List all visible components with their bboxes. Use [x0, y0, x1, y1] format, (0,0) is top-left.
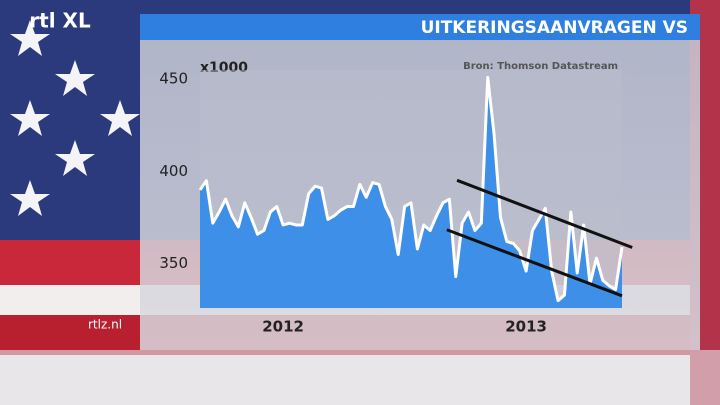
lower-panel	[0, 350, 720, 405]
line	[198, 75, 624, 303]
logo: rtl XL	[29, 9, 91, 33]
title-bar	[140, 14, 700, 40]
area	[200, 77, 622, 308]
trend-line	[456, 178, 633, 249]
footer: rtlz.nl	[88, 318, 122, 332]
y-tick-label: 400	[159, 162, 188, 180]
chart-title: UITKERINGSAANVRAGEN VS	[421, 18, 688, 38]
y-tick-label: 450	[159, 70, 188, 88]
source: Bron: Thomson Datastream	[463, 61, 618, 72]
trend-line	[446, 228, 623, 298]
x-tick-label: 2012	[262, 318, 304, 336]
y-tick-label: 350	[159, 254, 188, 272]
x-tick-label: 2013	[505, 318, 547, 336]
